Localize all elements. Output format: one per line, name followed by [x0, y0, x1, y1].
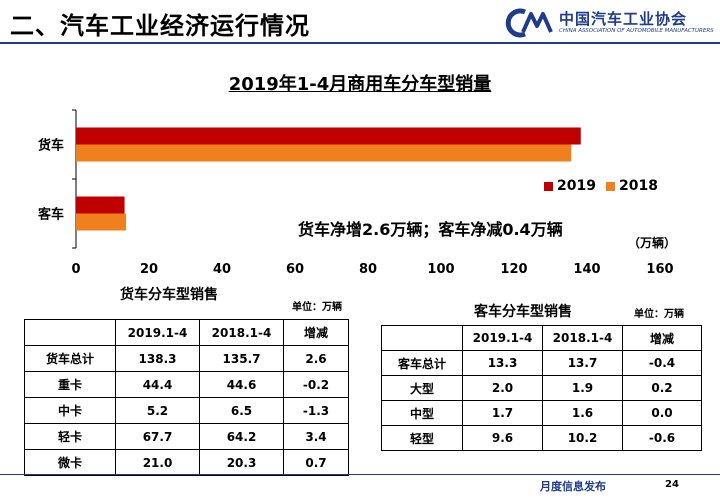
truck-table-title: 货车分车型销售: [120, 287, 218, 303]
category-label: 客车: [38, 207, 64, 223]
category-label: 货车: [38, 138, 64, 154]
bar-2018-1: [76, 213, 127, 231]
table-cell: 44.4: [115, 371, 200, 398]
x-tick-label: 100: [427, 262, 454, 277]
table-cell: 客车总计: [381, 350, 463, 376]
legend-item-2018: 2018: [605, 178, 658, 194]
table-cell: 21.0: [115, 449, 200, 476]
table-header-cell: 增减: [283, 319, 349, 346]
table-cell: 大型: [381, 375, 463, 401]
table-header-cell: 2019.1-4: [115, 319, 200, 346]
table-cell: 67.7: [115, 423, 200, 450]
table-row: 客车总计 13.3 13.7 -0.4: [381, 350, 702, 376]
table-row: 货车总计 138.3 135.7 2.6: [24, 345, 349, 372]
bus-sales-table: 2019.1-4 2018.1-4 增减 客车总计 13.3 13.7 -0.4…: [381, 325, 702, 451]
x-tick-label: 60: [286, 262, 304, 277]
table-cell: 0.0: [622, 400, 702, 426]
table-cell: 重卡: [24, 371, 116, 398]
table-cell: 9.6: [462, 425, 543, 451]
table-cell: 10.2: [542, 425, 623, 451]
legend-label-2018: 2018: [618, 178, 658, 194]
table-cell: 微卡: [24, 449, 116, 476]
bus-table-title: 客车分车型销售: [474, 304, 572, 320]
table-cell: 轻卡: [24, 423, 116, 450]
x-tick-label: 120: [500, 262, 527, 277]
bar-2019-0: [76, 127, 581, 145]
table-row: 轻型 9.6 10.2 -0.6: [381, 425, 702, 451]
table-cell: 135.7: [199, 345, 284, 372]
table-cell: 轻型: [381, 425, 463, 451]
table-row: 中型 1.7 1.6 0.0: [381, 400, 702, 426]
legend-item-2019: 2019: [544, 178, 596, 194]
table-header-cell: 2019.1-4: [462, 325, 543, 351]
legend-label-2019: 2019: [557, 178, 596, 194]
table-header-cell: 2018.1-4: [542, 325, 623, 351]
x-tick-label: 80: [359, 262, 377, 277]
truck-table-unit: 单位：万辆: [292, 302, 342, 313]
chart-unit: （万辆）: [628, 236, 677, 250]
footer-divider: [0, 474, 720, 475]
org-name: 中国汽车工业协会: [559, 10, 688, 28]
truck-sales-table: 2019.1-4 2018.1-4 增减 货车总计 138.3 135.7 2.…: [24, 319, 349, 476]
header-divider: [0, 42, 720, 44]
chart-title: 2019年1-4月商用车分车型销量: [228, 74, 492, 95]
table-cell: 中型: [381, 400, 463, 426]
slide-header: 二、汽车工业经济运行情况 中国汽车工业协会 CHINA ASSOCIATION …: [0, 0, 720, 44]
bus-table-unit: 单位：万辆: [634, 309, 684, 320]
bar-2018-0: [76, 144, 572, 162]
table-header-row: 2019.1-4 2018.1-4 增减: [24, 319, 349, 346]
table-cell: 货车总计: [24, 345, 116, 372]
table-cell: 1.6: [542, 400, 623, 426]
table-row: 大型 2.0 1.9 0.2: [381, 375, 702, 401]
legend-swatch-2018: [605, 181, 615, 191]
table-row: 微卡 21.0 20.3 0.7: [24, 449, 349, 476]
table-cell: 1.9: [542, 375, 623, 401]
table-cell: 138.3: [115, 345, 200, 372]
table-cell: -0.2: [283, 371, 349, 398]
table-cell: 5.2: [115, 397, 200, 424]
table-header-cell: [381, 325, 463, 351]
org-name-en: CHINA ASSOCIATION OF AUTOMOBILE MANUFACT…: [559, 28, 714, 34]
table-cell: -0.6: [622, 425, 702, 451]
table-row: 轻卡 67.7 64.2 3.4: [24, 423, 349, 450]
table-cell: 0.2: [622, 375, 702, 401]
x-tick-label: 20: [140, 262, 158, 277]
x-tick-label: 0: [71, 262, 80, 277]
table-cell: 中卡: [24, 397, 116, 424]
table-cell: 6.5: [199, 397, 284, 424]
table-cell: 2.0: [462, 375, 543, 401]
chart-annotation: 货车净增2.6万辆；客车净减0.4万辆: [298, 220, 563, 239]
table-cell: 13.3: [462, 350, 543, 376]
table-cell: 20.3: [199, 449, 284, 476]
footer-text: 月度信息发布: [540, 480, 606, 493]
table-row: 中卡 5.2 6.5 -1.3: [24, 397, 349, 424]
table-cell: -1.3: [283, 397, 349, 424]
table-header-cell: 2018.1-4: [199, 319, 284, 346]
table-row: 重卡 44.4 44.6 -0.2: [24, 371, 349, 398]
table-header-cell: 增减: [622, 325, 702, 351]
x-tick-label: 160: [646, 262, 673, 277]
legend-swatch-2019: [544, 181, 553, 191]
x-tick-label: 140: [573, 262, 600, 277]
bar-2019-1: [76, 196, 125, 214]
caam-logo-icon: [505, 8, 553, 38]
table-cell: 0.7: [283, 449, 349, 476]
org-logo: 中国汽车工业协会 CHINA ASSOCIATION OF AUTOMOBILE…: [505, 6, 715, 40]
table-cell: 13.7: [542, 350, 623, 376]
table-cell: 64.2: [199, 423, 284, 450]
table-cell: 3.4: [283, 423, 349, 450]
table-header-row: 2019.1-4 2018.1-4 增减: [381, 325, 702, 351]
table-header-cell: [24, 319, 116, 346]
table-cell: -0.4: [622, 350, 702, 376]
slide-title: 二、汽车工业经济运行情况: [10, 12, 310, 40]
page-number: 24: [665, 479, 679, 490]
x-tick-label: 40: [213, 262, 231, 277]
chart-legend: 2019 2018: [544, 178, 658, 194]
table-cell: 1.7: [462, 400, 543, 426]
table-cell: 2.6: [283, 345, 349, 372]
table-cell: 44.6: [199, 371, 284, 398]
